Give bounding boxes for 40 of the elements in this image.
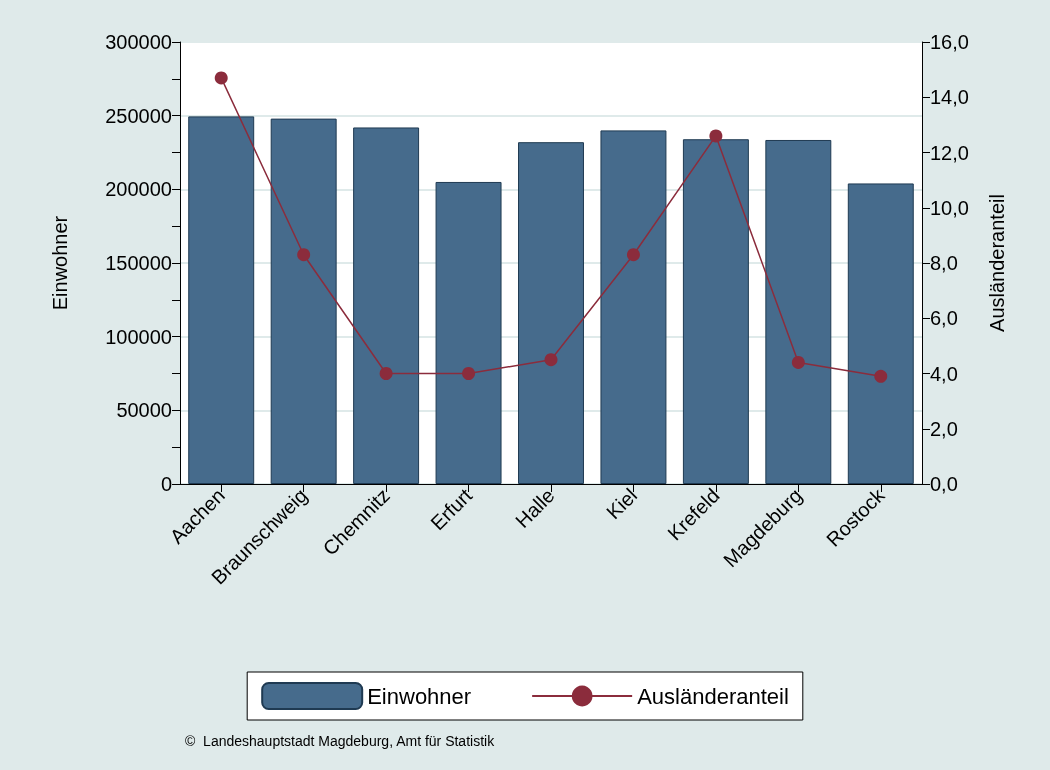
point bbox=[462, 367, 476, 380]
bar bbox=[270, 118, 337, 484]
point bbox=[544, 353, 558, 367]
y-tick-label: 50000 bbox=[116, 399, 172, 422]
x-tick-label: Kiel bbox=[602, 484, 642, 524]
y-tick-label: 200000 bbox=[105, 178, 172, 201]
point bbox=[874, 369, 888, 383]
y2-tick-label: 2,0 bbox=[930, 417, 958, 440]
y2-tick-label: 10,0 bbox=[930, 196, 969, 219]
legend-label: Einwohner bbox=[367, 683, 472, 709]
y-tick-label: 150000 bbox=[105, 252, 172, 274]
y-tick-label: 300000 bbox=[105, 31, 172, 53]
bar bbox=[765, 139, 832, 484]
y-tick-label: 0 bbox=[160, 473, 172, 495]
y2-tick-label: 16,0 bbox=[930, 31, 969, 53]
point bbox=[626, 248, 640, 262]
y2-tick-label: 6,0 bbox=[930, 307, 958, 330]
y-axis-title: Einwohner bbox=[49, 215, 71, 311]
y2-tick-label: 12,0 bbox=[930, 141, 969, 164]
point bbox=[214, 71, 228, 85]
y2-tick-label: 4,0 bbox=[930, 362, 958, 385]
y-tick-label: 250000 bbox=[105, 104, 172, 127]
bar bbox=[682, 139, 749, 484]
y2-tick-label: 14,0 bbox=[930, 86, 969, 109]
point bbox=[791, 355, 805, 369]
bar bbox=[518, 142, 584, 484]
y2-tick-label: 8,0 bbox=[930, 252, 958, 274]
bar bbox=[353, 127, 420, 484]
point bbox=[709, 129, 723, 143]
text: © Landeshauptstadt Magdeburg, Amt für Statistik bbox=[185, 733, 496, 749]
point bbox=[297, 248, 311, 262]
bar bbox=[600, 130, 667, 484]
bar bbox=[188, 116, 255, 484]
bar bbox=[847, 183, 914, 484]
y-tick-label: 100000 bbox=[105, 325, 172, 348]
legend-label: Ausländeranteil bbox=[637, 683, 789, 709]
point bbox=[379, 367, 393, 380]
y2-axis-title: Ausländeranteil bbox=[986, 194, 1008, 332]
y2-tick-label: 0,0 bbox=[930, 473, 958, 495]
bar bbox=[435, 181, 502, 484]
